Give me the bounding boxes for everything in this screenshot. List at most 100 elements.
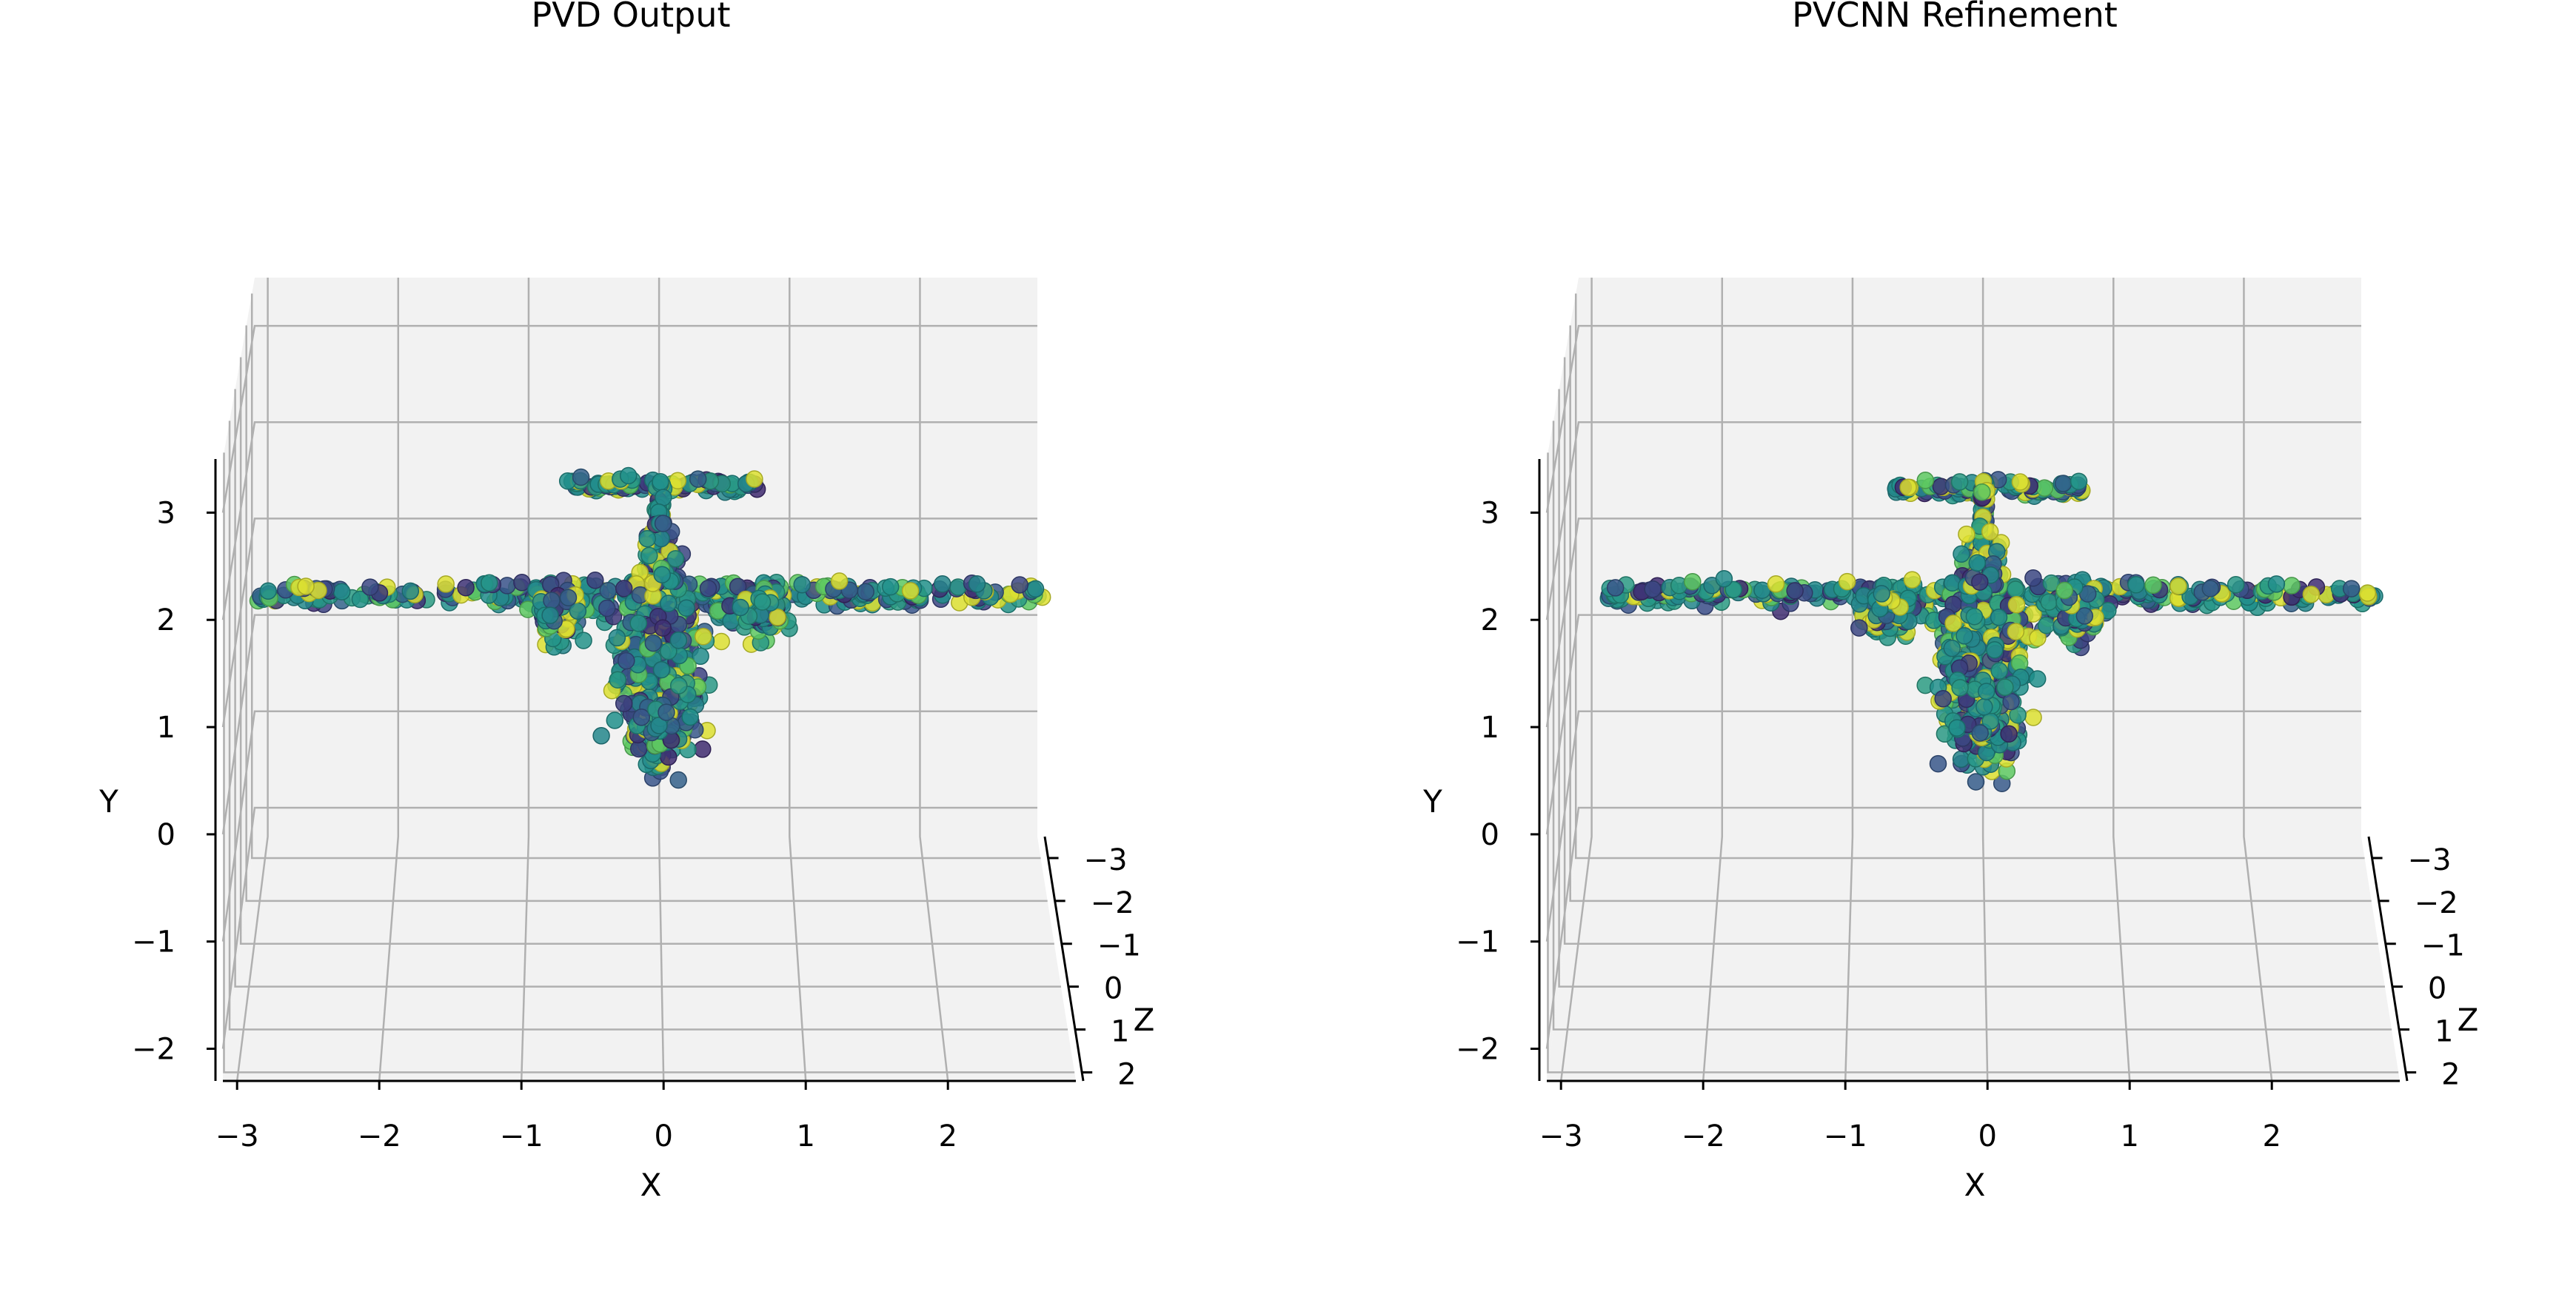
data-point [753,593,772,611]
data-point [669,771,687,789]
z-tick-label: 0 [1104,972,1123,1006]
data-point [652,472,669,491]
data-point [1786,582,1804,600]
data-point [599,581,618,600]
data-point [1011,576,1028,594]
data-point [1944,615,1962,632]
data-point [1724,580,1743,599]
data-point [2035,479,2053,497]
z-gridline [1558,389,2385,988]
axis-group [1530,459,2417,1090]
z-tick-label: −3 [2408,843,2452,877]
subplot-title: PVD Output [531,0,730,35]
data-point [1973,483,1991,501]
data-point [1916,472,1935,489]
data-point [2342,580,2361,597]
y-gridline [1545,421,2361,620]
data-point [654,619,672,637]
data-point [615,580,633,597]
z-tick-label: −3 [1084,843,1128,877]
tick-label-group: −3 −2 −1 0 1 2 −2 −1 0 1 2 3 −3 −2 −1 0 1 2 [132,496,1141,1153]
data-point [1606,579,1625,597]
data-point [793,575,811,594]
data-point [1873,585,1890,603]
data-point [1715,569,1733,588]
data-point [2024,709,2042,726]
z-gridline [1552,421,2392,1031]
data-point [361,578,379,596]
data-point [669,631,688,649]
subplot-pvcnn-refinement: PVCNN Refinement −3 −2 −1 0 1 2 −2 −1 0 1 2 3 −3 −2 −1… [1422,0,2478,1203]
y-gridline [221,324,1037,513]
data-point [615,694,633,712]
y-gridline [1545,324,2361,513]
data-point [644,634,663,652]
z-gridline [1574,293,2365,860]
data-point [401,582,420,600]
y-tick-label: 0 [1481,818,1499,852]
data-point [638,529,656,548]
data-point [297,577,315,595]
data-point [1929,754,1947,773]
data-point [629,615,647,632]
data-point [618,652,635,670]
data-point [712,632,730,651]
data-point [2283,577,2301,595]
data-point [2028,670,2047,688]
z-tick-label: −1 [2421,929,2465,963]
subplot-title: PVCNN Refinement [1792,0,2118,35]
data-point [678,599,695,617]
y-tick-label: 1 [1481,711,1499,745]
x-axis-label: X [1964,1167,1986,1203]
data-point [1903,571,1921,589]
data-point [660,642,678,660]
data-point [2144,576,2162,595]
data-point [481,574,498,592]
data-point [1977,683,1995,700]
z-tick-label: 0 [2428,972,2446,1006]
data-point [543,592,561,609]
data-point [640,546,658,565]
data-point [2055,581,2073,600]
z-axis-line [1043,836,1085,1082]
data-point [606,711,624,729]
x-gridline [2112,278,2131,1082]
data-point [2000,725,2018,743]
data-point [1953,545,1970,563]
data-point [1850,619,1868,637]
y-tick-label: 0 [157,818,175,852]
y-gridline [221,710,1037,942]
data-point [1899,478,1917,497]
data-point [598,599,616,617]
x-tick-label: 2 [938,1119,957,1153]
z-tick-label: 1 [2435,1015,2453,1049]
data-point [498,577,516,595]
z-gridline [250,293,1041,860]
data-point [901,582,920,600]
tick-label-group: −3 −2 −1 0 1 2 −2 −1 0 1 2 3 −3 −2 −1 0 1 2 [1456,496,2465,1153]
data-point [1958,525,1976,543]
data-point [437,575,455,593]
data-point [2024,569,2042,587]
y-tick-label: −1 [132,925,175,960]
data-point [259,582,277,600]
data-point [2358,584,2377,602]
data-point [592,727,610,745]
x-tick-label: 1 [796,1119,814,1153]
x-gridline [789,278,807,1082]
data-point [666,549,685,568]
x-gridline [658,278,665,1082]
z-tick-label: −1 [1097,929,1141,963]
y-gridline [1545,806,2361,1049]
data-point [332,583,351,600]
y-tick-label: −2 [132,1033,175,1067]
x-axis-label: X [640,1167,662,1203]
data-point [699,580,717,597]
data-point [608,629,626,647]
data-point [857,583,874,600]
z-gridline [1547,452,2399,1074]
data-point [2302,586,2321,603]
x-tick-label: −2 [1682,1119,1725,1153]
z-gridline [1569,325,2372,903]
